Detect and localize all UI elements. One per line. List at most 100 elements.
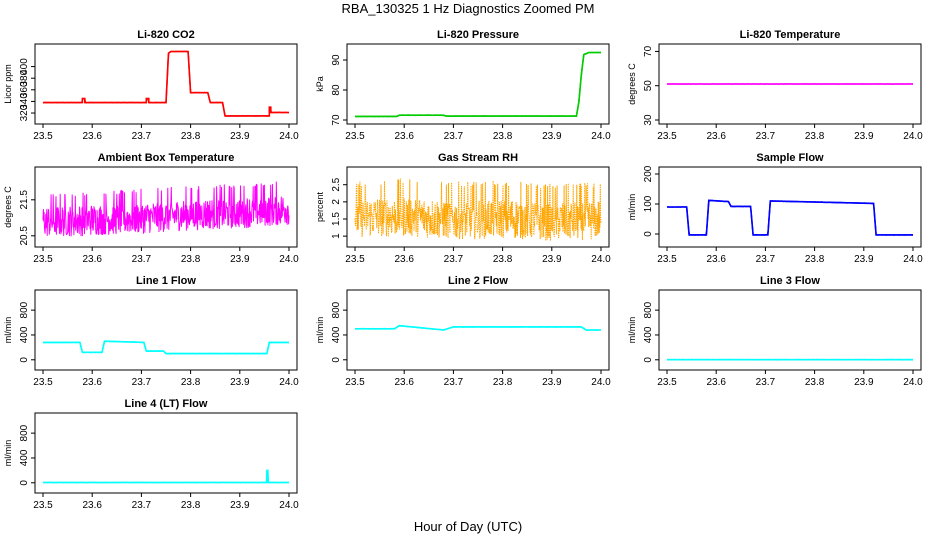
panel-grid: Li-820 CO2 Licor ppm 23.5 23.6 23.7 23.8 23.9 2…: [3, 29, 923, 511]
x-tick-label: 23.8: [181, 131, 201, 142]
series-steps: [355, 51, 601, 118]
panel-ylabel: kPa: [315, 76, 325, 92]
panel-title: Gas Stream RH: [438, 152, 518, 164]
panel-frame: [346, 166, 610, 248]
y-tick-label: 70: [331, 114, 342, 126]
x-tick-label: 23.9: [542, 377, 562, 388]
y-tick-label: 380: [19, 69, 30, 86]
panel-frame: [658, 289, 922, 371]
y-tick-label: 2: [331, 199, 342, 205]
x-tick-label: 23.9: [230, 254, 250, 265]
panel-frame: [34, 412, 298, 494]
panel-title: Li-820 Temperature: [740, 29, 841, 41]
panel-ylabel: ml/min: [627, 317, 637, 344]
x-tick-label: 24.0: [279, 377, 299, 388]
panel-5: Gas Stream RH percent 23.5 23.6 23.7 23.8 23.9…: [315, 152, 611, 265]
x-tick-label: 24.0: [279, 254, 299, 265]
panel-frame: [34, 166, 298, 248]
y-tick-label: 800: [19, 301, 30, 318]
panel-7: Line 1 Flow ml/min 23.5 23.6 23.7 23.8 23.9 24.…: [3, 275, 299, 388]
y-tick-label: 800: [331, 301, 342, 318]
panel-9: Line 3 Flow ml/min 23.5 23.6 23.7 23.8 23.9 24.…: [627, 275, 923, 388]
x-tick-label: 23.9: [542, 131, 562, 142]
y-tick-label: 340: [19, 93, 30, 110]
y-tick-label: 1: [331, 233, 342, 239]
panel-10: Line 4 (LT) Flow ml/min 23.5 23.6 23.7 23.8 23…: [3, 398, 299, 511]
y-tick-label: 400: [643, 326, 654, 343]
x-tick-label: 23.6: [706, 377, 726, 388]
x-tick-label: 23.5: [657, 131, 677, 142]
x-tick-label: 23.9: [542, 254, 562, 265]
series-line: [42, 181, 290, 237]
x-tick-label: 23.7: [444, 131, 464, 142]
y-tick-label: 0: [19, 357, 30, 363]
y-tick-label: 800: [643, 301, 654, 318]
x-tick-label: 23.5: [345, 131, 365, 142]
panel-frame: [658, 43, 922, 125]
x-tick-label: 24.0: [591, 254, 611, 265]
panel-title: Ambient Box Temperature: [98, 152, 235, 164]
panel-frame: [34, 43, 298, 125]
panel-3: Li-820 Temperature degrees C 23.5 23.6 23.7 2…: [627, 29, 923, 142]
y-tick-label: 400: [19, 449, 30, 466]
x-tick-label: 23.8: [805, 254, 825, 265]
x-tick-label: 23.9: [854, 131, 874, 142]
panel-title: Sample Flow: [756, 152, 824, 164]
x-tick-label: 23.9: [854, 377, 874, 388]
x-tick-label: 24.0: [591, 377, 611, 388]
x-tick-label: 23.6: [82, 377, 102, 388]
x-tick-label: 23.6: [706, 254, 726, 265]
panel-title: Li-820 CO2: [137, 29, 194, 41]
y-tick-label: 100: [643, 195, 654, 212]
panel-ylabel: ml/min: [627, 194, 637, 221]
x-tick-label: 23.5: [657, 254, 677, 265]
panel-ylabel: percent: [315, 191, 325, 222]
panel-title: Line 4 (LT) Flow: [125, 398, 208, 410]
x-tick-label: 23.8: [493, 131, 513, 142]
y-tick-label: 360: [19, 81, 30, 98]
x-tick-label: 23.7: [756, 377, 776, 388]
x-tick-label: 24.0: [903, 377, 923, 388]
x-tick-label: 23.6: [82, 131, 102, 142]
panel-frame: [658, 166, 922, 248]
series-line: [42, 50, 290, 117]
x-tick-label: 24.0: [279, 131, 299, 142]
y-tick-label: 2.5: [331, 177, 342, 191]
y-tick-label: 200: [643, 165, 654, 182]
y-tick-label: 0: [643, 231, 654, 237]
figure-title: RBA_130325 1 Hz Diagnostics Zoomed PM: [342, 1, 595, 16]
panel-title: Line 2 Flow: [448, 275, 508, 287]
x-tick-label: 23.7: [132, 131, 152, 142]
x-tick-label: 23.5: [33, 500, 53, 511]
series-line: [354, 178, 602, 242]
x-tick-label: 23.7: [444, 377, 464, 388]
x-tick-label: 23.6: [82, 254, 102, 265]
x-tick-label: 23.7: [132, 377, 152, 388]
y-tick-label: 30: [643, 114, 654, 126]
x-tick-label: 24.0: [279, 500, 299, 511]
x-tick-label: 23.9: [230, 377, 250, 388]
panel-2: Li-820 Pressure kPa 23.5 23.6 23.7 23.8 23.9 24…: [315, 29, 611, 142]
x-tick-label: 23.6: [394, 254, 414, 265]
x-tick-label: 23.8: [181, 500, 201, 511]
series-steps: [43, 50, 289, 117]
series-steps: [43, 340, 289, 355]
x-tick-label: 23.5: [345, 377, 365, 388]
x-tick-label: 23.7: [756, 131, 776, 142]
panel-6: Sample Flow ml/min 23.5 23.6 23.7 23.8 23.9 24.…: [627, 152, 923, 265]
series-steps: [355, 324, 601, 331]
panel-ylabel: degrees C: [627, 63, 637, 105]
y-tick-label: 400: [331, 326, 342, 343]
x-tick-label: 23.8: [181, 377, 201, 388]
x-tick-label: 23.7: [756, 254, 776, 265]
x-tick-label: 23.8: [493, 377, 513, 388]
y-tick-label: 80: [331, 84, 342, 96]
y-tick-label: 0: [643, 357, 654, 363]
x-tick-label: 23.5: [33, 254, 53, 265]
panel-4: Ambient Box Temperature degrees C 23.5 23.6…: [3, 152, 299, 265]
series-steps: [43, 469, 289, 484]
panel-title: Line 1 Flow: [136, 275, 196, 287]
y-tick-label: 90: [331, 54, 342, 66]
y-tick-label: 400: [19, 58, 30, 75]
